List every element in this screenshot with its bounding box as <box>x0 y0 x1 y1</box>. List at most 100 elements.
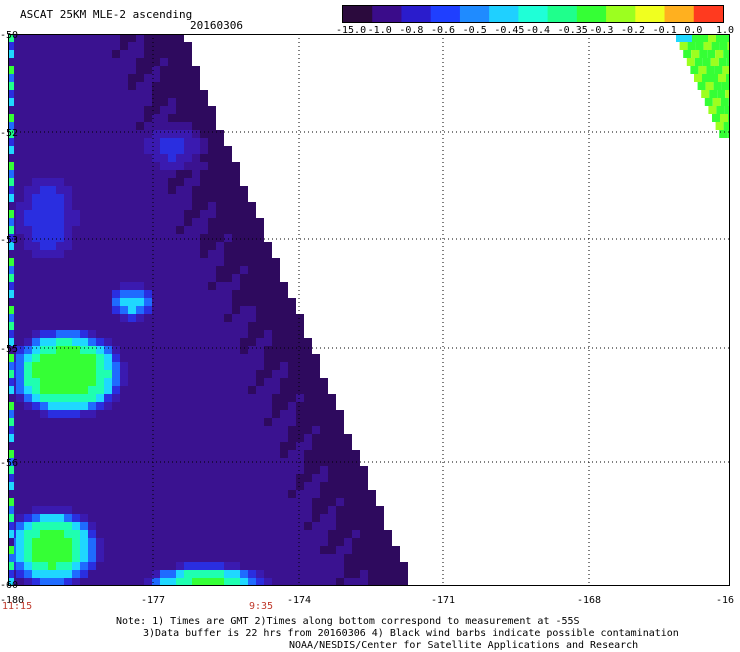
swath-cell <box>24 506 32 514</box>
swath-cell <box>352 522 360 530</box>
swath-cell <box>184 258 192 266</box>
swath-cell <box>240 450 248 458</box>
swath-cell <box>40 290 48 298</box>
swath-cell <box>80 82 88 90</box>
swath-cell <box>88 298 96 306</box>
time-label-935: 9:35 <box>249 601 273 612</box>
swath-cell <box>80 330 88 338</box>
swath-cell <box>144 106 152 114</box>
swath-cell <box>240 562 248 570</box>
swath-cell <box>128 114 136 122</box>
swath-cell <box>56 58 64 66</box>
swath-cell <box>24 138 32 146</box>
swath-cell <box>280 314 288 322</box>
swath-corner-cell <box>699 50 707 58</box>
swath-cell <box>184 42 192 50</box>
swath-cell <box>168 298 176 306</box>
swath-cell <box>32 314 40 322</box>
swath-cell <box>32 258 40 266</box>
swath-cell <box>272 370 280 378</box>
swath-cell <box>192 122 200 130</box>
swath-cell <box>256 298 264 306</box>
swath-cell <box>176 130 184 138</box>
swath-cell <box>352 474 360 482</box>
swath-cell <box>248 378 256 386</box>
colorbar-segment <box>343 6 373 22</box>
swath-cell <box>112 218 120 226</box>
swath-cell <box>264 514 272 522</box>
swath-cell <box>224 426 232 434</box>
swath-cell <box>144 474 152 482</box>
swath-cell <box>168 170 176 178</box>
swath-corner-cell <box>727 130 730 138</box>
swath-cell <box>280 514 288 522</box>
swath-cell <box>128 466 136 474</box>
swath-cell <box>176 98 184 106</box>
swath-cell <box>360 514 368 522</box>
swath-cell <box>312 578 320 586</box>
swath-cell <box>368 530 376 538</box>
swath-cell <box>96 306 104 314</box>
swath-cell <box>168 322 176 330</box>
swath-cell <box>72 474 80 482</box>
swath-cell <box>176 418 184 426</box>
swath-cell <box>32 450 40 458</box>
swath-cell <box>176 90 184 98</box>
swath-cell <box>160 562 168 570</box>
swath-cell <box>88 506 96 514</box>
swath-cell <box>160 402 168 410</box>
swath-cell <box>80 194 88 202</box>
swath-cell <box>304 426 312 434</box>
swath-cell <box>240 290 248 298</box>
swath-cell <box>16 210 24 218</box>
swath-cell <box>184 290 192 298</box>
swath-cell <box>336 450 344 458</box>
swath-cell <box>184 506 192 514</box>
swath-cell <box>40 234 48 242</box>
swath-cell <box>288 578 296 586</box>
swath-cell <box>160 82 168 90</box>
swath-cell <box>248 266 256 274</box>
swath-cell <box>192 402 200 410</box>
swath-cell <box>264 306 272 314</box>
swath-cell <box>248 466 256 474</box>
swath-cell <box>296 538 304 546</box>
swath-cell <box>216 474 224 482</box>
swath-cell <box>184 434 192 442</box>
swath-cell <box>168 202 176 210</box>
swath-cell <box>128 282 136 290</box>
swath-cell <box>264 378 272 386</box>
swath-cell <box>136 82 144 90</box>
swath-cell <box>80 146 88 154</box>
swath-cell <box>256 426 264 434</box>
swath-cell <box>176 50 184 58</box>
colorbar-segment <box>577 6 607 22</box>
swath-cell <box>120 554 128 562</box>
swath-cell <box>32 362 40 370</box>
swath-cell <box>192 274 200 282</box>
swath-cell <box>136 170 144 178</box>
swath-cell <box>256 386 264 394</box>
swath-cell <box>216 250 224 258</box>
swath-cell <box>64 218 72 226</box>
swath-cell <box>216 442 224 450</box>
swath-cell <box>112 290 120 298</box>
swath-cell <box>96 58 104 66</box>
swath-cell <box>256 218 264 226</box>
swath-cell <box>280 498 288 506</box>
swath-cell <box>72 154 80 162</box>
swath-edge-cell <box>8 274 14 282</box>
swath-cell <box>96 530 104 538</box>
swath-cell <box>192 242 200 250</box>
swath-cell <box>224 162 232 170</box>
swath-cell <box>88 322 96 330</box>
swath-cell <box>128 242 136 250</box>
swath-cell <box>192 146 200 154</box>
swath-cell <box>88 426 96 434</box>
swath-cell <box>24 482 32 490</box>
swath-cell <box>64 402 72 410</box>
swath-cell <box>272 378 280 386</box>
swath-cell <box>96 66 104 74</box>
swath-cell <box>192 418 200 426</box>
swath-cell <box>232 402 240 410</box>
